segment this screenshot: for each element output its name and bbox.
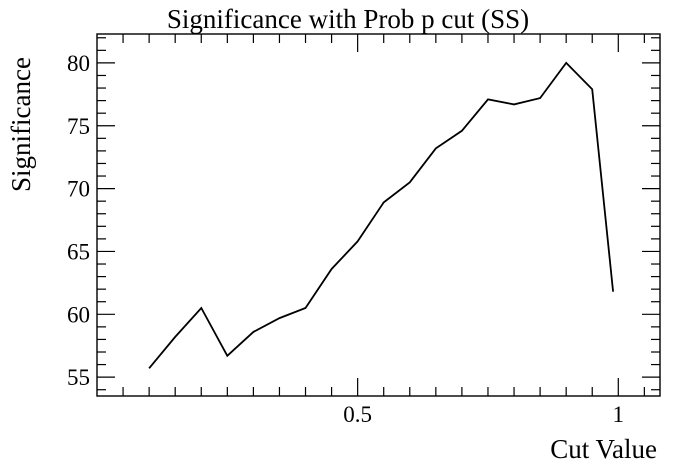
x-axis-label: Cut Value [550, 434, 657, 464]
y-tick-label: 55 [67, 365, 90, 390]
y-axis-label: Significance [6, 57, 36, 192]
y-tick-label: 75 [67, 114, 90, 139]
x-axis-ticks [122, 34, 645, 396]
chart-title: Significance with Prob p cut (SS) [167, 4, 529, 34]
y-tick-label: 80 [67, 51, 90, 76]
y-axis-tick-labels: 55 60 65 70 75 80 [67, 51, 90, 390]
y-tick-label: 60 [67, 302, 90, 327]
x-tick-label: 0.5 [343, 402, 372, 427]
y-tick-label: 70 [67, 177, 90, 202]
significance-line [148, 61, 614, 369]
plot-frame [96, 33, 661, 397]
x-axis-tick-labels: 0.5 1 [343, 402, 624, 427]
y-axis-ticks [97, 37, 660, 391]
x-tick-label: 1 [613, 402, 625, 427]
y-tick-label: 65 [67, 239, 90, 264]
